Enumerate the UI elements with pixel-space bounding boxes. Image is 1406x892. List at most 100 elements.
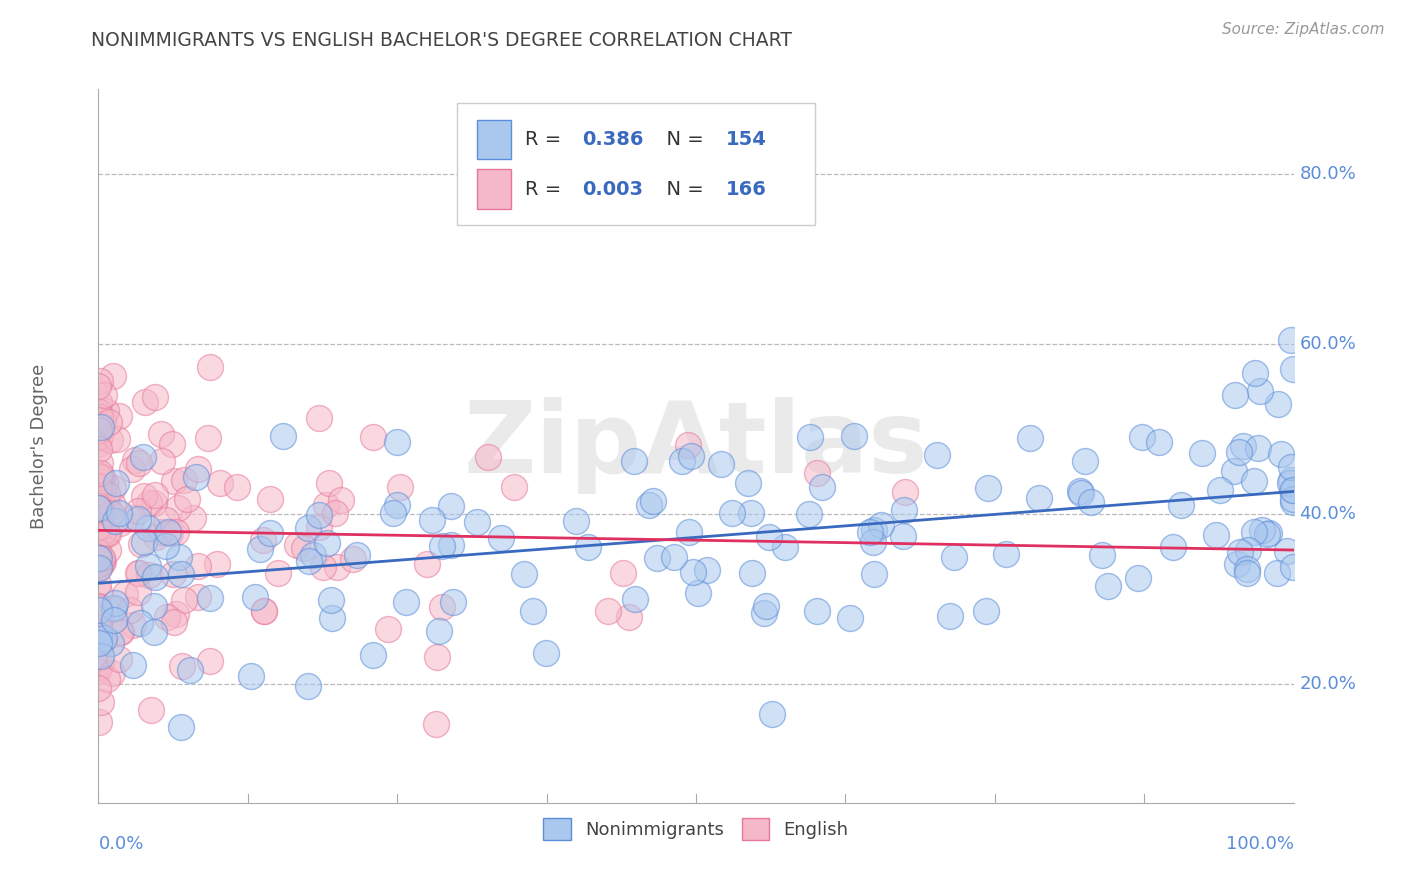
Point [87,557,110,571]
Legend: Nonimmigrants, English: Nonimmigrants, English [536,811,856,847]
Point [395,595,418,609]
Point [1256,527,1278,541]
Point [89,428,111,442]
Point [93,488,115,502]
Point [619,610,641,624]
Point [1279,460,1302,475]
Point [103,368,125,383]
Point [938,609,960,624]
Point [163,474,186,488]
Point [266,566,288,581]
Point [103,514,125,528]
Point [89,467,111,481]
Point [420,513,443,527]
Text: 0.0%: 0.0% [98,835,143,853]
Point [134,489,156,503]
Point [1028,491,1050,506]
Point [87,501,110,516]
Point [1091,548,1114,562]
Point [806,604,828,618]
Point [321,592,343,607]
Point [155,539,177,553]
Point [138,568,160,582]
Point [381,506,404,520]
Point [89,612,111,626]
Point [87,520,110,534]
Text: 166: 166 [725,179,766,199]
FancyBboxPatch shape [477,169,510,209]
Point [127,504,149,518]
Point [101,481,124,495]
Point [315,499,337,513]
Point [943,550,966,565]
Point [1281,483,1303,497]
Point [662,550,685,565]
Point [862,523,884,537]
Point [225,480,247,494]
Point [87,425,110,440]
Point [316,536,339,550]
Point [893,484,915,499]
Point [162,566,184,581]
Point [97,415,120,429]
Point [132,450,155,464]
Point [165,524,187,539]
Point [1279,476,1302,491]
Point [87,378,110,392]
Point [87,480,110,494]
Point [1170,498,1192,512]
Point [1275,543,1298,558]
Point [806,466,828,480]
Point [1279,473,1302,487]
Point [170,567,193,582]
Point [129,537,152,551]
Point [1191,446,1213,460]
Point [159,525,181,540]
Point [758,530,780,544]
Point [110,624,132,639]
Point [87,467,110,482]
Point [1258,525,1281,540]
Point [121,510,143,524]
Point [87,508,110,522]
Point [1267,397,1289,411]
Point [565,514,588,528]
FancyBboxPatch shape [477,120,510,159]
Point [596,604,619,618]
Point [1070,486,1092,500]
Point [870,518,893,533]
Point [97,543,120,558]
Point [534,646,557,660]
Point [426,650,449,665]
Point [512,566,534,581]
Point [87,600,110,615]
Point [259,492,281,507]
Point [891,529,914,543]
Point [87,550,110,565]
Point [271,429,294,443]
Point [643,493,665,508]
Point [89,456,111,470]
Point [107,432,129,446]
Point [89,607,111,622]
Point [198,591,221,605]
Point [755,599,778,613]
Point [297,521,319,535]
Point [1227,445,1250,459]
Point [89,585,111,599]
Point [108,651,131,665]
Point [122,618,145,632]
Point [176,491,198,506]
Point [1074,454,1097,468]
Point [198,654,221,668]
Point [170,720,193,734]
Point [87,551,110,566]
Point [761,706,783,721]
Point [388,480,411,494]
Point [197,432,219,446]
Point [696,563,718,577]
Point [205,557,228,571]
Point [87,529,110,543]
Point [89,409,111,424]
Text: 100.0%: 100.0% [1226,835,1294,853]
